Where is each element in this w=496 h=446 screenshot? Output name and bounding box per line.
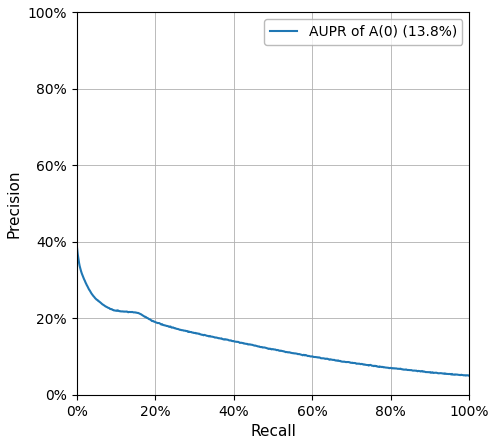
AUPR of A(0) (13.8%) [254, 343, 260, 349]
Y-axis label: Precision: Precision [7, 169, 22, 238]
Line: AUPR of A(0) (13.8%): AUPR of A(0) (13.8%) [77, 245, 469, 376]
AUPR of A(0) (13.8%) [74, 242, 80, 248]
Legend: AUPR of A(0) (13.8%): AUPR of A(0) (13.8%) [264, 19, 462, 45]
AUPR of A(0) (13.8%) [265, 346, 271, 351]
AUPR of A(0) (13.8%) [455, 372, 461, 377]
AUPR of A(0) (13.8%) [94, 297, 100, 302]
AUPR of A(0) (13.8%) [455, 372, 461, 377]
AUPR of A(0) (13.8%) [466, 373, 472, 379]
AUPR of A(0) (13.8%) [383, 365, 389, 370]
X-axis label: Recall: Recall [250, 424, 296, 439]
